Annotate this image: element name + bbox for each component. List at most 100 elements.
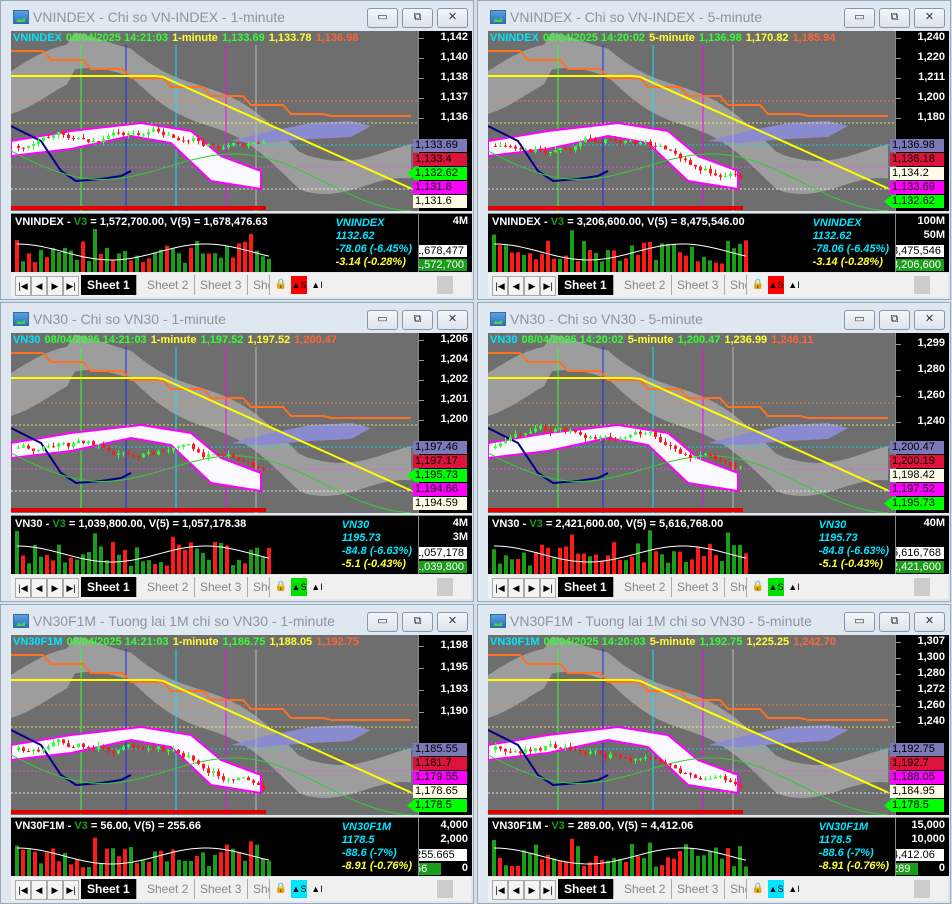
sync-button[interactable]: ▲S — [291, 276, 307, 294]
minimize-button[interactable]: ▭ — [367, 310, 398, 330]
tab-sheet-3[interactable]: Sheet 3 — [671, 879, 726, 899]
price-axis[interactable]: 1,299 1,280 1,260 1,240 1,200.47 1,200.19 1,19… — [884, 333, 949, 513]
sync-button[interactable]: ▲S — [291, 880, 307, 898]
scrollbar-thumb[interactable] — [437, 578, 453, 596]
first-sheet-button[interactable]: |◀ — [492, 880, 508, 900]
next-sheet-button[interactable]: ▶ — [47, 578, 63, 598]
last-sheet-button[interactable]: ▶| — [63, 276, 79, 296]
price-axis[interactable]: 1,142 1,140 1,138 1,137 1,136 1,133.69 1,133.4… — [407, 31, 472, 211]
next-sheet-button[interactable]: ▶ — [47, 276, 63, 296]
restore-button[interactable]: ⧉ — [402, 612, 433, 632]
minimize-button[interactable]: ▭ — [844, 310, 875, 330]
last-sheet-button[interactable]: ▶| — [540, 880, 556, 900]
horizontal-scrollbar[interactable] — [804, 578, 944, 596]
next-sheet-button[interactable]: ▶ — [524, 578, 540, 598]
volume-chart[interactable]: VN30 - V3 = 2,421,600.00, V(5) = 5,616,7… — [488, 515, 895, 574]
tab-sheet-1[interactable]: Sheet 1 — [81, 879, 137, 899]
price-chart[interactable]: VN30 08/04/2025 14:21:03 1-minute 1,197.52 1… — [11, 333, 418, 513]
price-chart[interactable]: VNINDEX 08/04/2025 14:21:03 1-minute 1,133.… — [11, 31, 418, 211]
tab-sheet-1[interactable]: Sheet 1 — [81, 577, 137, 597]
close-button[interactable]: ✕ — [437, 612, 468, 632]
tab-sheet-4[interactable]: Sheet 4 — [247, 577, 270, 597]
auto-indicator-button[interactable]: ▲I — [311, 884, 323, 894]
horizontal-scrollbar[interactable] — [804, 880, 944, 898]
price-axis[interactable]: 1,240 1,220 1,211 1,200 1,180 1,136.98 1,136.1… — [884, 31, 949, 211]
lock-icon[interactable]: 🔒 — [274, 279, 288, 290]
sync-button[interactable]: ▲S — [768, 880, 784, 898]
sync-button[interactable]: ▲S — [291, 578, 307, 596]
price-chart[interactable]: VNINDEX 08/04/2025 14:20:02 5-minute 1,136.… — [488, 31, 895, 211]
sync-button[interactable]: ▲S — [768, 276, 784, 294]
tab-sheet-4[interactable]: Sheet 4 — [724, 577, 747, 597]
scrollbar-thumb[interactable] — [914, 880, 930, 898]
tab-sheet-3[interactable]: Sheet 3 — [194, 577, 249, 597]
auto-indicator-button[interactable]: ▲I — [788, 582, 800, 592]
price-chart[interactable]: VN30F1M 08/04/2025 14:21:03 1-minute 1,186.… — [11, 635, 418, 815]
next-sheet-button[interactable]: ▶ — [524, 276, 540, 296]
horizontal-scrollbar[interactable] — [327, 276, 467, 294]
close-button[interactable]: ✕ — [914, 8, 945, 28]
tab-sheet-2[interactable]: Sheet 2 — [618, 879, 673, 899]
first-sheet-button[interactable]: |◀ — [15, 578, 31, 598]
volume-chart[interactable]: VN30 - V3 = 1,039,800.00, V(5) = 1,057,1… — [11, 515, 418, 574]
close-button[interactable]: ✕ — [437, 8, 468, 28]
prev-sheet-button[interactable]: ◀ — [508, 276, 524, 296]
tab-sheet-1[interactable]: Sheet 1 — [81, 275, 137, 295]
restore-button[interactable]: ⧉ — [879, 310, 910, 330]
tab-sheet-3[interactable]: Sheet 3 — [671, 275, 726, 295]
prev-sheet-button[interactable]: ◀ — [508, 880, 524, 900]
tab-sheet-4[interactable]: Sheet 4 — [247, 275, 270, 295]
prev-sheet-button[interactable]: ◀ — [31, 578, 47, 598]
lock-icon[interactable]: 🔒 — [751, 279, 765, 290]
horizontal-scrollbar[interactable] — [327, 578, 467, 596]
next-sheet-button[interactable]: ▶ — [47, 880, 63, 900]
volume-chart[interactable]: VN30F1M - V3 = 56.00, V(5) = 255.66 VN30F… — [11, 817, 418, 876]
lock-icon[interactable]: 🔒 — [751, 883, 765, 894]
tab-sheet-3[interactable]: Sheet 3 — [194, 879, 249, 899]
auto-indicator-button[interactable]: ▲I — [311, 582, 323, 592]
tab-sheet-1[interactable]: Sheet 1 — [558, 275, 614, 295]
price-axis[interactable]: 1,198 1,195 1,193 1,190 1,185.55 1,181.7 1,179… — [407, 635, 472, 815]
lock-icon[interactable]: 🔒 — [751, 581, 765, 592]
minimize-button[interactable]: ▭ — [844, 612, 875, 632]
lock-icon[interactable]: 🔒 — [274, 581, 288, 592]
horizontal-scrollbar[interactable] — [327, 880, 467, 898]
horizontal-scrollbar[interactable] — [804, 276, 944, 294]
restore-button[interactable]: ⧉ — [402, 310, 433, 330]
tab-sheet-4[interactable]: Sheet 4 — [247, 879, 270, 899]
lock-icon[interactable]: 🔒 — [274, 883, 288, 894]
prev-sheet-button[interactable]: ◀ — [508, 578, 524, 598]
auto-indicator-button[interactable]: ▲I — [788, 280, 800, 290]
minimize-button[interactable]: ▭ — [367, 8, 398, 28]
next-sheet-button[interactable]: ▶ — [524, 880, 540, 900]
last-sheet-button[interactable]: ▶| — [63, 578, 79, 598]
restore-button[interactable]: ⧉ — [879, 612, 910, 632]
price-axis[interactable]: 1,307 1,300 1,280 1,272 1,260 1,240 1,192.75 1,… — [884, 635, 949, 815]
tab-sheet-3[interactable]: Sheet 3 — [671, 577, 726, 597]
close-button[interactable]: ✕ — [914, 310, 945, 330]
restore-button[interactable]: ⧉ — [879, 8, 910, 28]
first-sheet-button[interactable]: |◀ — [15, 880, 31, 900]
scrollbar-thumb[interactable] — [437, 880, 453, 898]
restore-button[interactable]: ⧉ — [402, 8, 433, 28]
tab-sheet-1[interactable]: Sheet 1 — [558, 879, 614, 899]
auto-indicator-button[interactable]: ▲I — [788, 884, 800, 894]
tab-sheet-2[interactable]: Sheet 2 — [141, 577, 196, 597]
prev-sheet-button[interactable]: ◀ — [31, 880, 47, 900]
close-button[interactable]: ✕ — [914, 612, 945, 632]
first-sheet-button[interactable]: |◀ — [492, 578, 508, 598]
minimize-button[interactable]: ▭ — [367, 612, 398, 632]
scrollbar-thumb[interactable] — [914, 276, 930, 294]
minimize-button[interactable]: ▭ — [844, 8, 875, 28]
scrollbar-thumb[interactable] — [437, 276, 453, 294]
close-button[interactable]: ✕ — [437, 310, 468, 330]
volume-chart[interactable]: VNINDEX - V3 = 1,572,700.00, V(5) = 1,67… — [11, 213, 418, 272]
tab-sheet-2[interactable]: Sheet 2 — [618, 275, 673, 295]
scrollbar-thumb[interactable] — [914, 578, 930, 596]
tab-sheet-2[interactable]: Sheet 2 — [618, 577, 673, 597]
last-sheet-button[interactable]: ▶| — [540, 578, 556, 598]
last-sheet-button[interactable]: ▶| — [63, 880, 79, 900]
last-sheet-button[interactable]: ▶| — [540, 276, 556, 296]
prev-sheet-button[interactable]: ◀ — [31, 276, 47, 296]
tab-sheet-3[interactable]: Sheet 3 — [194, 275, 249, 295]
